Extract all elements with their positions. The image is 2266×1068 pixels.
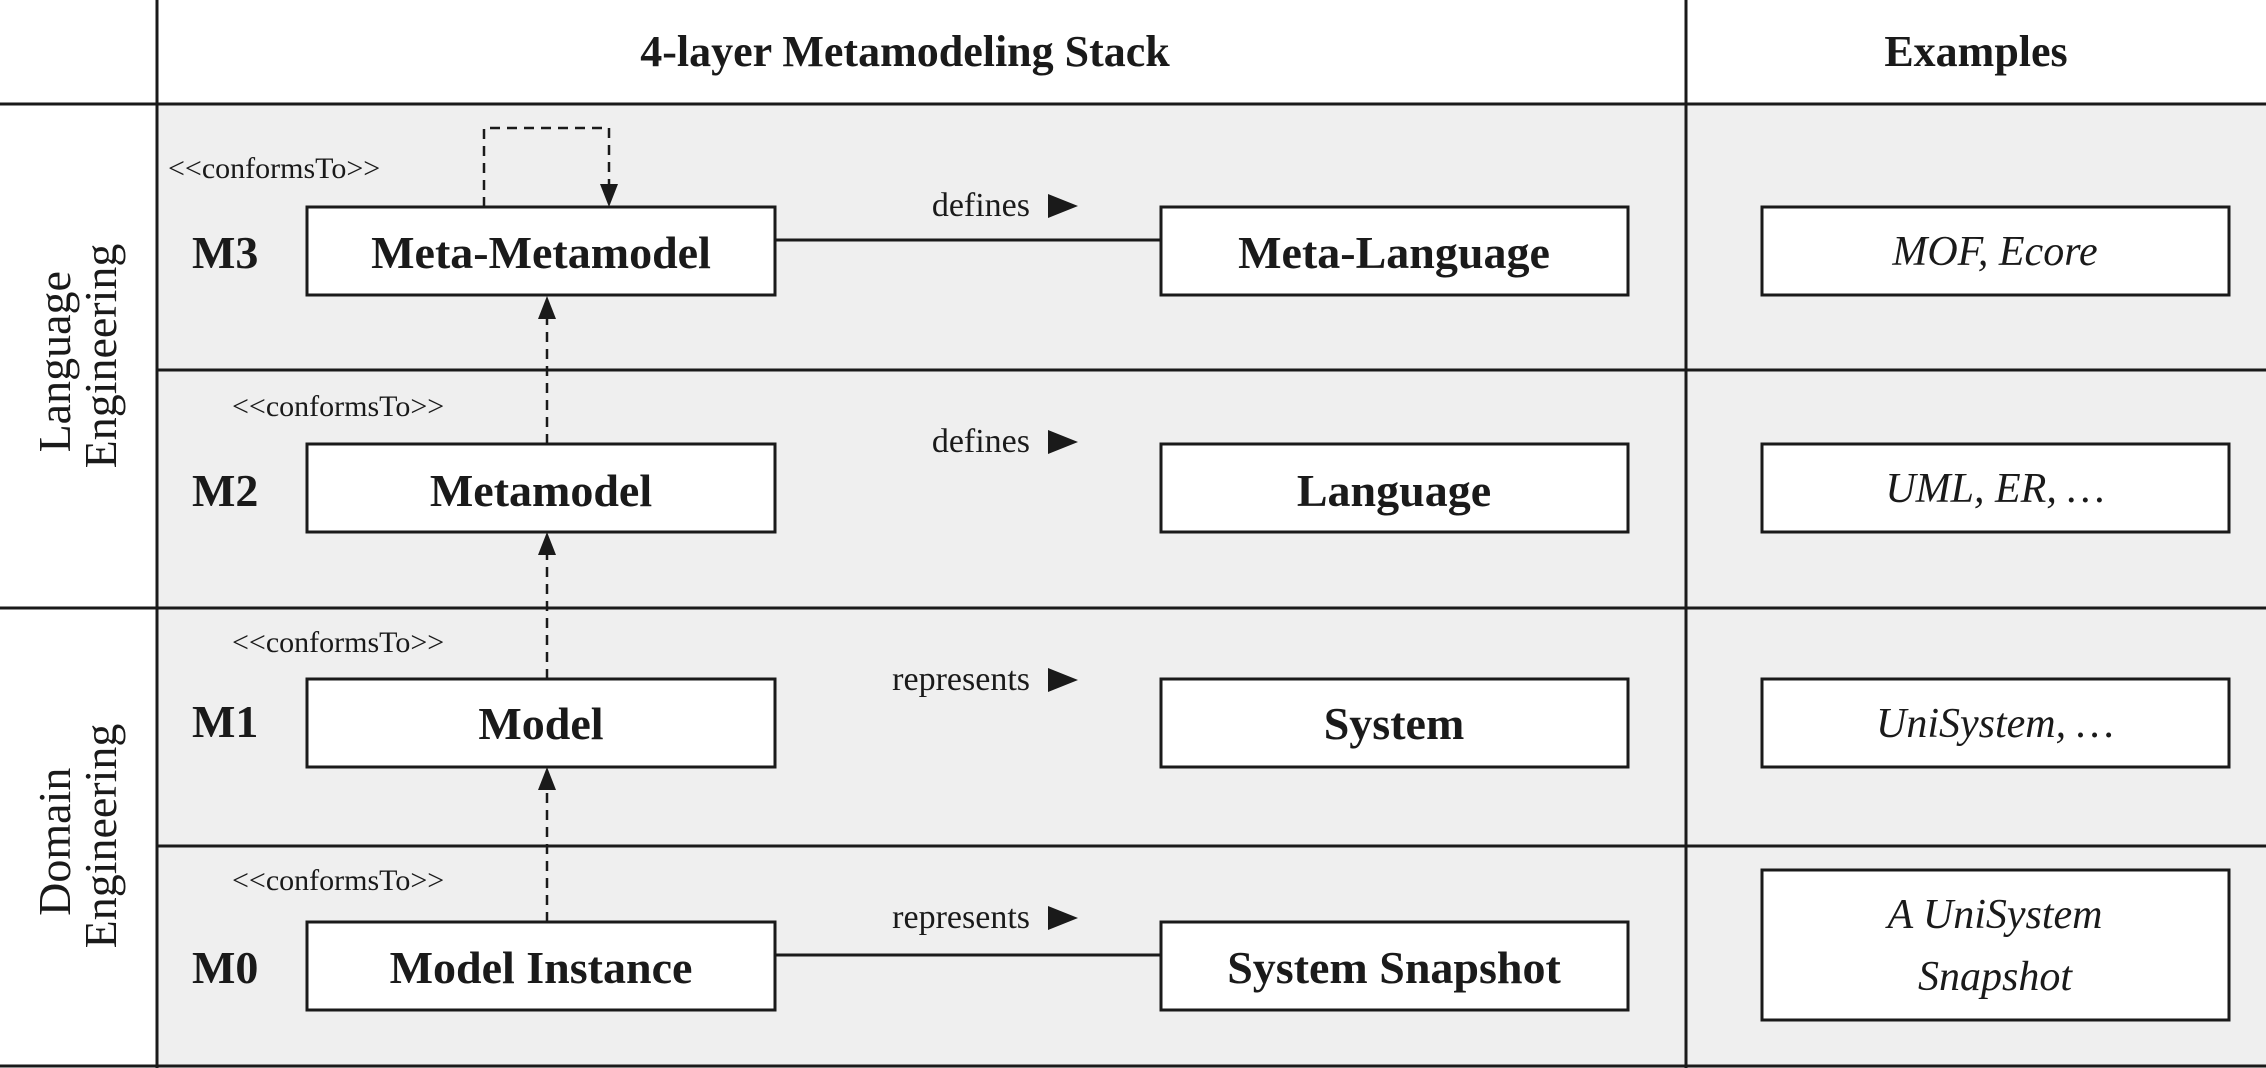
metamodel-label: Metamodel — [430, 465, 652, 516]
layer-m0: M0 <<conformsTo>> Model Instance System … — [192, 864, 2231, 1022]
model-instance-label: Model Instance — [390, 942, 693, 993]
example-text: MOF, Ecore — [1891, 229, 2097, 275]
layer-m2: M2 <<conformsTo>> Metamodel Language def… — [192, 390, 2231, 534]
system-box — [1159, 677, 1630, 769]
group-domain-line-2: Engineering — [75, 724, 126, 949]
conforms-label: <<conformsTo>> — [232, 626, 444, 659]
level-label: M1 — [192, 696, 258, 747]
language-box — [1159, 442, 1630, 534]
system-snapshot-label: System Snapshot — [1227, 942, 1561, 993]
group-domain-engineering: Domain Engineering — [29, 724, 126, 949]
examples-title: Examples — [1884, 27, 2067, 76]
stack-title: 4-layer Metamodeling Stack — [640, 27, 1170, 76]
meta-metamodel-box — [305, 205, 777, 297]
group-domain-line-1: Domain — [29, 768, 80, 916]
model-instance-box — [305, 920, 777, 1012]
system-label: System — [1324, 698, 1465, 749]
example-box — [1760, 442, 2231, 534]
meta-metamodel-label: Meta-Metamodel — [371, 227, 711, 278]
model-box — [305, 677, 777, 769]
level-label: M2 — [192, 465, 258, 516]
conforms-arrowheads — [538, 296, 556, 790]
group-language-line-1: Language — [29, 271, 80, 452]
group-language-engineering: Language Engineering — [29, 244, 126, 469]
level-label: M0 — [192, 942, 258, 993]
up-arrowhead-icon — [538, 767, 556, 790]
up-arrowhead-icon — [538, 532, 556, 555]
example-box — [1760, 205, 2231, 297]
example-text-line-1: A UniSystem — [1884, 892, 2102, 938]
up-arrowhead-icon — [538, 296, 556, 319]
example-text: UML, ER, … — [1885, 466, 2104, 512]
system-snapshot-box — [1159, 920, 1630, 1012]
right-triangle-icon — [1048, 430, 1078, 454]
relation-label: represents — [892, 899, 1030, 936]
relation-label: represents — [892, 661, 1030, 698]
right-triangle-icon — [1048, 194, 1078, 218]
conforms-label: <<conformsTo>> — [232, 864, 444, 897]
meta-language-label: Meta-Language — [1238, 227, 1550, 278]
relation-label: defines — [932, 423, 1030, 460]
relation-label: defines — [932, 187, 1030, 224]
level-label: M3 — [192, 227, 258, 278]
layer-m1: M1 <<conformsTo>> Model System represent… — [192, 626, 2231, 769]
self-conforms-arrowhead-icon — [600, 184, 618, 207]
metamodel-box — [305, 442, 777, 534]
example-box — [1760, 677, 2231, 769]
layer-m3: M3 <<conformsTo>> Meta-Metamodel Meta-La… — [168, 126, 2231, 297]
model-label: Model — [478, 698, 603, 749]
conforms-label: <<conformsTo>> — [168, 152, 380, 185]
right-triangle-icon — [1048, 668, 1078, 692]
group-language-line-2: Engineering — [75, 244, 126, 469]
language-label: Language — [1297, 465, 1491, 516]
meta-language-box — [1159, 205, 1630, 297]
example-box — [1760, 868, 2231, 1022]
example-text-line-2: Snapshot — [1918, 954, 2073, 1000]
right-triangle-icon — [1048, 906, 1078, 930]
conforms-label: <<conformsTo>> — [232, 390, 444, 423]
example-text: UniSystem, … — [1876, 701, 2114, 747]
self-conforms-dashed-loop — [482, 126, 611, 207]
